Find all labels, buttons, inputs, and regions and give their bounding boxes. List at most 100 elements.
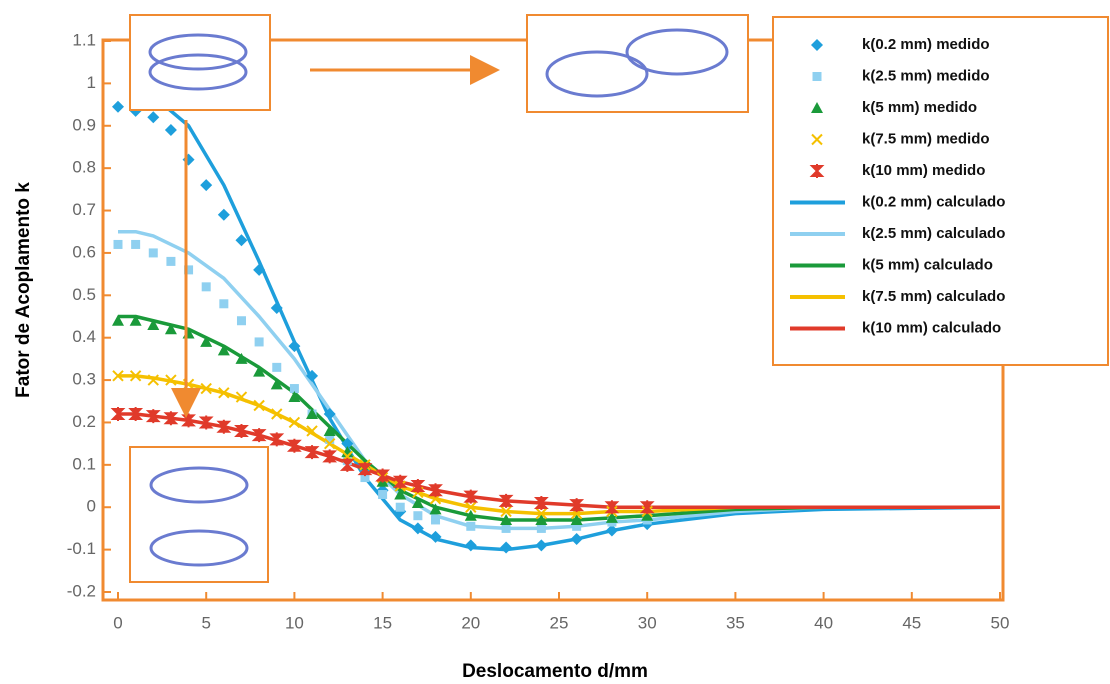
marker-point <box>536 523 546 533</box>
x-tick-label: 50 <box>991 613 1010 632</box>
marker-point <box>392 474 408 489</box>
legend-label: k(5 mm) calculado <box>862 256 993 273</box>
y-tick-label: 0 <box>87 497 96 516</box>
marker-point <box>270 378 283 390</box>
marker-point <box>129 314 142 326</box>
x-tick-label: 15 <box>373 613 392 632</box>
marker-point <box>253 399 265 412</box>
marker-point <box>288 391 301 403</box>
legend-label: k(10 mm) calculado <box>862 319 1001 336</box>
y-tick-label: 1.1 <box>72 30 96 49</box>
y-tick-label: 0.2 <box>72 412 96 431</box>
legend: k(0.2 mm) medido k(2.5 mm) medido k(5 mm) … <box>790 36 1005 336</box>
marker-point <box>535 539 548 552</box>
marker-point <box>570 533 583 546</box>
y-tick-label: -0.1 <box>67 539 96 558</box>
marker-point <box>288 416 301 429</box>
legend-label: k(2.5 mm) calculado <box>862 225 1005 242</box>
marker-point <box>323 437 336 450</box>
marker-point <box>217 344 230 356</box>
marker-point <box>269 432 285 447</box>
x-axis-title: Deslocamento d/mm <box>462 661 648 682</box>
x-tick-label: 0 <box>113 613 122 632</box>
marker-point <box>500 505 512 518</box>
marker-point <box>164 124 177 137</box>
y-tick-label: 0.3 <box>72 370 96 389</box>
marker-point <box>198 415 214 430</box>
marker-point <box>235 391 248 403</box>
x-tick-label: 10 <box>285 613 304 632</box>
x-tick-label: 20 <box>461 613 480 632</box>
legend-label: k(5 mm) medido <box>862 99 977 116</box>
marker-point <box>235 352 248 364</box>
marker-point <box>182 153 195 166</box>
marker-point <box>131 239 141 249</box>
y-tick-label: -0.2 <box>67 581 96 600</box>
marker-point <box>288 340 301 353</box>
marker-point <box>378 490 388 500</box>
y-tick-label: 0.9 <box>72 115 96 134</box>
marker-point <box>533 495 549 510</box>
marker-point <box>216 419 232 434</box>
marker-point <box>112 100 124 113</box>
y-tick-label: 1 <box>87 73 96 92</box>
marker-point <box>201 282 211 292</box>
marker-point <box>395 502 405 512</box>
marker-point <box>128 406 144 421</box>
y-tick-label: 0.8 <box>72 158 96 177</box>
marker-point <box>289 384 299 394</box>
legend-marker <box>811 102 823 113</box>
inset-separated <box>129 446 269 583</box>
x-tick-label: 30 <box>638 613 657 632</box>
marker-point <box>641 509 654 521</box>
marker-point <box>428 483 443 498</box>
legend-marker <box>812 72 822 81</box>
marker-point <box>639 500 655 515</box>
marker-point <box>465 501 477 513</box>
marker-point <box>113 239 123 249</box>
y-tick-label: 0.6 <box>72 242 96 261</box>
marker-point <box>112 314 124 326</box>
marker-point <box>219 299 229 309</box>
marker-point <box>463 489 479 504</box>
marker-point <box>357 462 373 477</box>
x-tick-label: 5 <box>201 613 210 632</box>
marker-point <box>148 248 158 258</box>
marker-point <box>217 208 230 221</box>
marker-point <box>501 523 511 533</box>
marker-point <box>272 362 282 372</box>
marker-point <box>147 111 160 124</box>
marker-point <box>323 407 336 420</box>
legend-label: k(7.5 mm) calculado <box>862 288 1005 305</box>
legend-label: k(7.5 mm) medido <box>862 130 990 147</box>
marker-point <box>251 428 267 443</box>
marker-point <box>605 524 618 537</box>
marker-point <box>604 500 620 515</box>
marker-point <box>253 365 266 377</box>
legend-marker <box>809 164 825 178</box>
marker-point <box>112 370 124 382</box>
marker-point <box>200 382 212 395</box>
marker-point <box>464 509 477 521</box>
legend-label: k(2.5 mm) medido <box>862 67 990 84</box>
marker-point <box>500 541 513 554</box>
marker-point <box>110 406 126 421</box>
y-tick-label: 0.7 <box>72 200 96 219</box>
y-tick-label: 0.1 <box>72 454 96 473</box>
marker-point <box>304 445 320 460</box>
marker-point <box>535 507 548 520</box>
marker-point <box>394 488 407 500</box>
marker-point <box>464 539 477 552</box>
marker-point <box>145 409 161 424</box>
x-tick-label: 35 <box>726 613 745 632</box>
x-tick-label: 45 <box>902 613 921 632</box>
marker-point <box>429 530 442 543</box>
plot-area <box>103 40 1001 600</box>
marker-point <box>234 423 249 438</box>
marker-point <box>339 457 355 472</box>
marker-point <box>341 437 354 450</box>
y-tick-label: 0.4 <box>72 327 96 346</box>
legend-marker <box>811 133 823 146</box>
marker-point <box>270 302 283 315</box>
